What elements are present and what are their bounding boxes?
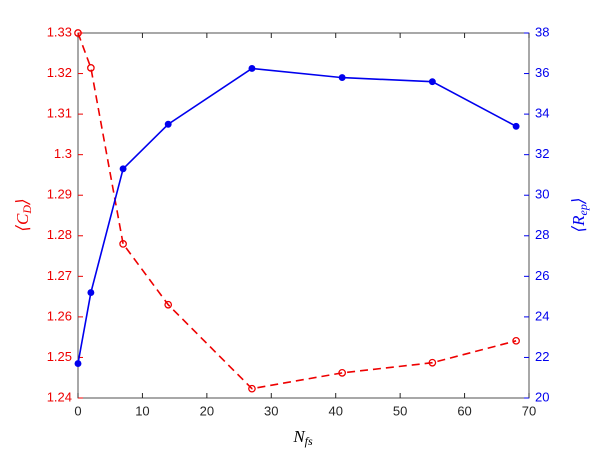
y2-tick-label: 28: [535, 227, 549, 242]
y2-label-sub: ep: [576, 204, 590, 215]
y-label-open: ⟨: [13, 225, 32, 232]
y-label-close: ⟩: [13, 198, 32, 206]
y2-label-open: ⟨: [569, 226, 588, 233]
y2-tick-label: 20: [535, 389, 549, 404]
x-label-sub: fs: [305, 434, 313, 448]
y-tick-label: 1.3: [54, 146, 72, 161]
point-marker: [164, 300, 173, 309]
x-tick-label: 20: [200, 403, 214, 418]
y2-tick-label: 26: [535, 268, 549, 283]
point-marker: [74, 360, 82, 367]
plot-frame: [77, 32, 530, 399]
y-label-sub: D: [20, 205, 34, 215]
y-tick-label: 1.33: [47, 24, 72, 39]
point-marker: [87, 64, 95, 72]
y-tick-label: 1.24: [47, 389, 72, 404]
point-marker: [164, 120, 172, 128]
point-marker: [338, 369, 347, 377]
point-marker: [428, 358, 437, 367]
x-tick-label: 50: [393, 403, 407, 418]
point-marker: [512, 122, 520, 130]
y2-tick-label: 24: [535, 308, 549, 323]
point-marker: [74, 29, 82, 37]
y2-tick-label: 32: [535, 146, 549, 161]
y2-tick-label: 38: [535, 24, 549, 39]
point-marker: [248, 65, 256, 72]
point-marker: [119, 240, 127, 248]
x-tick-label: 30: [264, 403, 278, 418]
y-label-text: C: [13, 213, 32, 225]
y2-axis-label: ⟨Rep⟩: [569, 198, 590, 233]
y-tick-label: 1.31: [47, 106, 72, 121]
point-marker: [428, 78, 436, 86]
y2-label-text: R: [569, 215, 588, 227]
point-marker: [87, 289, 95, 297]
series-line: [77, 32, 517, 390]
point-marker: [248, 384, 256, 393]
x-tick-label: 40: [328, 403, 342, 418]
point-marker: [119, 165, 127, 173]
series-line: [77, 67, 517, 364]
x-tick-label: 70: [522, 403, 536, 418]
x-axis-label: Nfs: [292, 427, 313, 448]
y-tick-label: 1.32: [47, 65, 72, 80]
y2-label-close: ⟩: [569, 198, 588, 206]
y-tick-label: 1.27: [47, 268, 72, 283]
point-marker: [338, 74, 346, 82]
x-tick-label: 60: [457, 403, 471, 418]
y-tick-label: 1.26: [47, 308, 72, 323]
y2-tick-label: 22: [535, 349, 549, 364]
y2-tick-label: 34: [535, 106, 549, 121]
x-tick-label: 0: [74, 403, 81, 418]
y-tick-label: 1.29: [47, 187, 72, 202]
x-label-text: N: [292, 427, 306, 446]
y-tick-label: 1.25: [47, 349, 72, 364]
y2-tick-label: 36: [535, 65, 549, 80]
x-tick-label: 10: [135, 403, 149, 418]
point-marker: [512, 336, 520, 345]
y2-tick-label: 30: [535, 187, 549, 202]
y-axis-label: ⟨CD⟩: [13, 198, 34, 231]
y-tick-label: 1.28: [47, 227, 72, 242]
